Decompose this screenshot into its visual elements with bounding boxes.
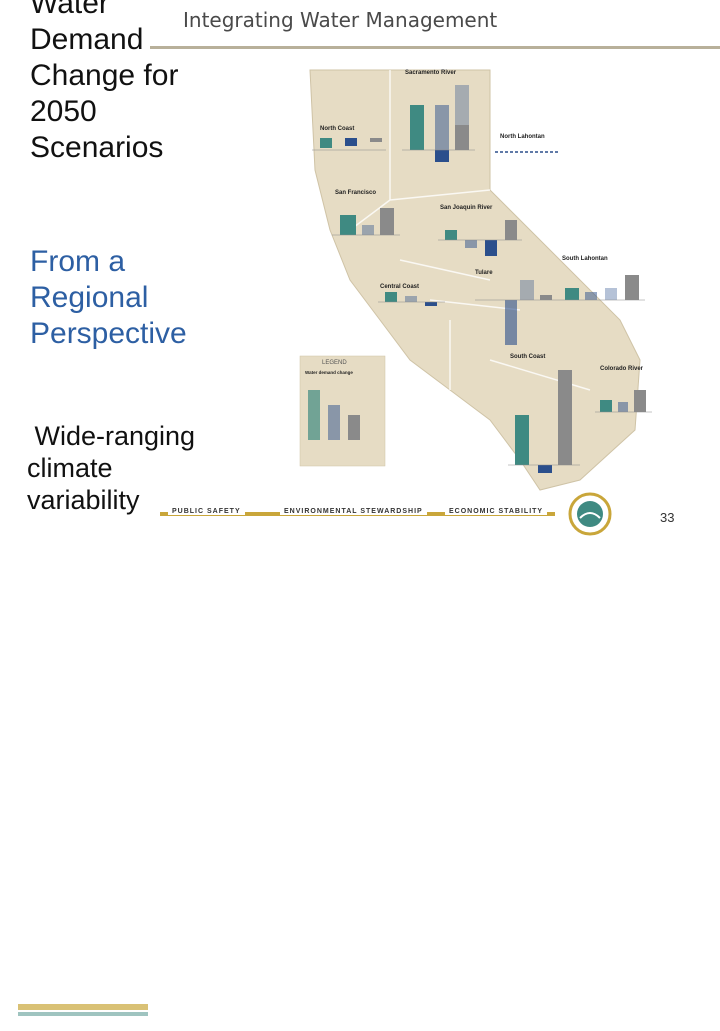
body-line: Wide-ranging — [27, 421, 196, 451]
region-label: San Joaquin River — [440, 205, 493, 211]
region-label: South Lahontan — [562, 256, 608, 262]
bar — [405, 296, 417, 302]
region-label: South Coast — [510, 354, 545, 360]
footer-label-environmental-stewardship: ENVIRONMENTAL STEWARDSHIP — [280, 508, 427, 515]
bar — [410, 105, 424, 150]
logo-icon — [18, 1004, 148, 1016]
bar — [605, 288, 617, 300]
slide-title-line: Demand — [30, 23, 144, 56]
region-label: Colorado River — [600, 366, 644, 372]
header-band — [0, 0, 720, 48]
bar — [540, 295, 552, 300]
colorado-river-chart — [595, 390, 652, 413]
san-francisco-chart — [332, 208, 400, 236]
bar — [340, 215, 356, 235]
slide-title-line: 2050 — [30, 95, 97, 128]
bar — [380, 208, 394, 235]
bar — [435, 150, 449, 162]
state-seal-icon — [568, 492, 612, 536]
bar — [600, 400, 612, 412]
bar — [515, 415, 529, 465]
bar — [465, 240, 477, 248]
subtitle-line: Perspective — [30, 317, 187, 350]
subtitle-line: Regional — [30, 281, 149, 314]
region-label: Central Coast — [380, 284, 419, 290]
body-line: climate — [27, 453, 113, 483]
bar — [362, 225, 374, 235]
bar — [538, 465, 552, 473]
region-dividers — [349, 70, 591, 391]
south-lahontan-chart — [558, 275, 645, 301]
bar — [345, 138, 357, 146]
bar — [558, 370, 572, 465]
sacramento-chart — [402, 85, 475, 162]
slide-title-line: Scenarios — [30, 131, 164, 164]
dwr-logo — [18, 996, 148, 1026]
region-label: North Coast — [320, 126, 354, 132]
header-rule — [150, 46, 720, 49]
bar — [520, 280, 534, 300]
body-text: Wide-ranging climate variability — [27, 420, 195, 516]
bar — [565, 288, 579, 300]
legend-box: LEGEND Water demand change — [299, 355, 386, 467]
legend-bar — [308, 390, 320, 440]
region-label: North Lahontan — [500, 134, 545, 140]
bar — [455, 125, 469, 150]
bar — [435, 105, 449, 150]
bar — [320, 138, 332, 148]
region-label: San Francisco — [335, 190, 376, 196]
bar — [625, 275, 639, 300]
bar — [485, 240, 497, 256]
subtitle-line: From a — [30, 245, 126, 278]
north-coast-chart — [312, 138, 386, 151]
footer-label-public-safety: PUBLIC SAFETY — [168, 508, 245, 515]
legend-bar — [328, 405, 340, 440]
bar — [425, 302, 437, 306]
bar — [505, 220, 517, 240]
legend-subtitle: Water demand change — [305, 370, 353, 375]
body-line: variability — [27, 485, 140, 515]
legend-title: LEGEND — [322, 360, 347, 366]
region-label: Tulare — [475, 270, 493, 276]
bar — [370, 138, 382, 142]
page-number: 33 — [660, 510, 675, 525]
legend-bar — [348, 415, 360, 440]
central-coast-chart — [378, 292, 445, 306]
slide-title: Water Demand Change for 2050 Scenarios — [30, 0, 270, 166]
bar — [385, 292, 397, 302]
bar — [445, 230, 457, 240]
header-title: Integrating Water Management — [183, 8, 498, 32]
california-map-figure: North Coast Sacramento River North Lahon… — [299, 69, 652, 491]
slide-title-line: Water — [30, 0, 109, 20]
south-coast-chart — [508, 370, 580, 473]
region-label: Sacramento River — [405, 70, 457, 76]
bar — [585, 292, 597, 300]
san-joaquin-chart — [438, 220, 522, 256]
tulare-chart — [475, 280, 558, 345]
bar — [634, 390, 646, 412]
footer: PUBLIC SAFETY ENVIRONMENTAL STEWARDSHIP … — [0, 496, 720, 1016]
bar — [618, 402, 628, 412]
footer-label-economic-stability: ECONOMIC STABILITY — [445, 508, 548, 515]
slide-title-line: Change for — [30, 59, 179, 92]
bar — [505, 300, 517, 345]
slide-subtitle: From a Regional Perspective — [30, 244, 187, 352]
